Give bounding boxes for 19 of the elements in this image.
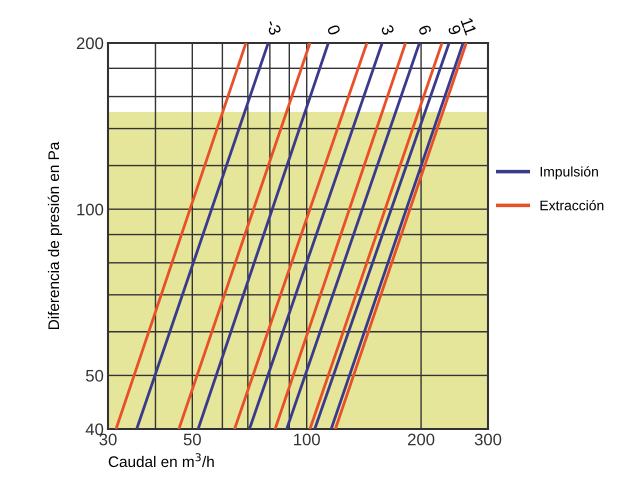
annotation: 0 <box>326 24 341 36</box>
x-tick-label: 30 <box>99 434 117 446</box>
y-tick-label: 40 <box>86 423 104 436</box>
annotation: 9 <box>448 24 462 36</box>
x-tick-label: 200 <box>408 434 434 446</box>
annotation: 3 <box>380 24 395 36</box>
annotation: -3 <box>266 19 282 36</box>
y-tick-label: 200 <box>76 37 104 50</box>
y-tick-label: 100 <box>77 204 104 216</box>
y-axis-title: Diferencia de presión en Pa <box>48 142 62 330</box>
x-tick-label: 300 <box>474 434 502 446</box>
x-tick-label: 50 <box>184 434 201 446</box>
x-tick-label: 100 <box>294 434 320 446</box>
annotation: 11 <box>460 17 477 36</box>
y-tick-label: 50 <box>86 370 104 382</box>
legend-label: Impulsión <box>540 166 598 180</box>
legend-label: Extracción <box>540 200 604 210</box>
x-axis-title: Caudal en m$^{3}$/h <box>108 453 214 468</box>
annotation: 6 <box>418 24 432 36</box>
